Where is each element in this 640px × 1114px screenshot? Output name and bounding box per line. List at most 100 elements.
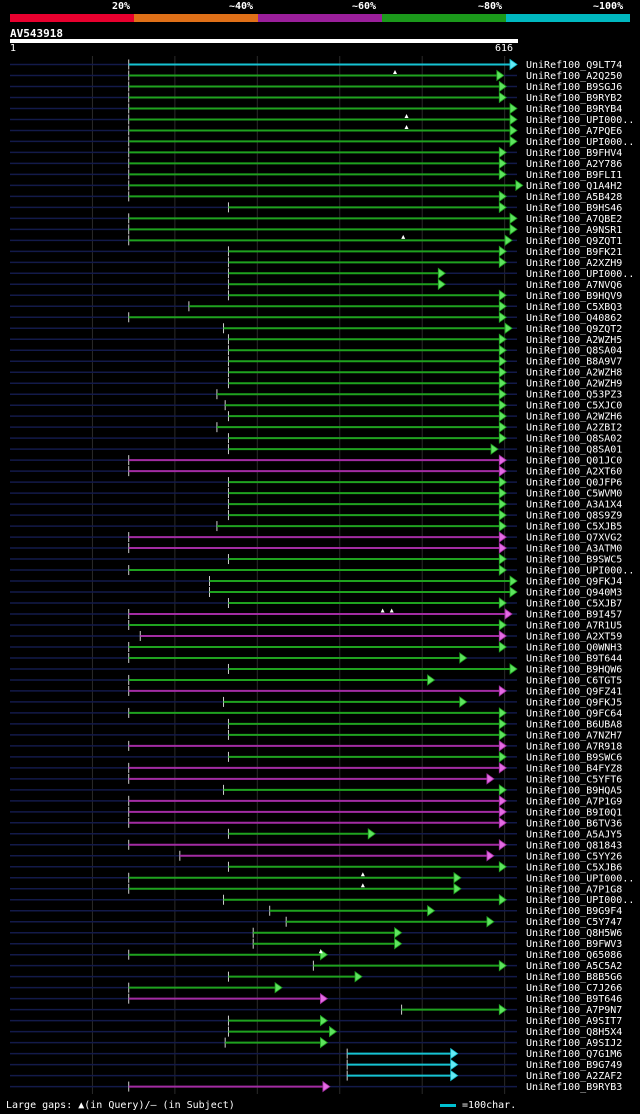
- hit-row: UniRef100_A7R918: [10, 740, 622, 752]
- hit-row: UniRef100_A7P1G9: [10, 795, 622, 807]
- hit-row: UniRef100_B9FHV4: [10, 146, 622, 159]
- hit-arrow: [509, 663, 518, 675]
- hit-label: UniRef100_Q9ZQT1: [526, 236, 622, 247]
- hit-label: UniRef100_A7P9N7: [526, 1005, 622, 1016]
- hit-label: UniRef100_A7R918: [526, 741, 622, 752]
- hit-arrow: [509, 113, 518, 126]
- hit-row: UniRef100_B9RYB4: [10, 102, 622, 115]
- hit-label: UniRef100_UPI000..: [526, 137, 634, 148]
- legend-band: [134, 14, 258, 22]
- hit-row: UniRef100_A5B428: [10, 190, 622, 203]
- hit-arrow: [354, 970, 363, 983]
- hit-arrow: [498, 333, 507, 346]
- hit-row: UniRef100_A2XT60: [10, 465, 622, 478]
- gap-marker: [360, 872, 365, 877]
- hit-label: UniRef100_B9RYB3: [526, 1082, 622, 1093]
- hit-label: UniRef100_A7PQE6: [526, 126, 622, 137]
- hit-label: UniRef100_Q9LT74: [526, 60, 622, 71]
- hit-label: UniRef100_C5YFT6: [526, 774, 622, 785]
- hit-row: UniRef100_A7QBE2: [10, 212, 622, 225]
- query-end-label: 616: [495, 43, 514, 54]
- hit-row: UniRef100_A2Y786: [10, 157, 622, 170]
- hit-label: UniRef100_C5XJB5: [526, 522, 622, 533]
- hit-row: UniRef100_A5C5A2: [10, 959, 622, 972]
- hit-row: UniRef100_C5YY26: [10, 850, 622, 862]
- hit-label: UniRef100_A9NSR1: [526, 225, 622, 236]
- hit-arrow: [504, 234, 513, 247]
- hit-label: UniRef100_B9FWV3: [526, 939, 622, 950]
- hit-row: UniRef100_A2WZH8: [10, 366, 622, 379]
- hit-arrow: [498, 146, 507, 159]
- hit-arrow: [509, 102, 518, 115]
- hit-arrow: [498, 959, 507, 972]
- hit-row: UniRef100_Q1A4H2: [10, 179, 622, 192]
- hit-row: UniRef100_C7J266: [10, 981, 622, 994]
- hit-row: UniRef100_B9SWC5: [10, 553, 622, 566]
- hit-arrow: [498, 839, 507, 851]
- hit-label: UniRef100_B9I0Q1: [526, 807, 622, 818]
- hit-label: UniRef100_A5C5A2: [526, 961, 622, 972]
- hit-row: UniRef100_UPI000..: [10, 564, 634, 577]
- hit-arrow: [498, 201, 507, 214]
- hit-row: UniRef100_A3A1X4: [10, 498, 622, 511]
- hit-row: UniRef100_Q0WNH3: [10, 641, 622, 653]
- hit-arrow: [427, 904, 436, 917]
- hit-label: UniRef100_A7P1G8: [526, 884, 622, 895]
- hit-row: UniRef100_B6TV36: [10, 817, 622, 829]
- hit-row: UniRef100_Q8SA02: [10, 432, 622, 445]
- hit-arrow: [459, 652, 468, 664]
- hit-arrow: [498, 476, 507, 488]
- hit-label: UniRef100_B9SWC5: [526, 555, 622, 566]
- hit-arrow: [498, 289, 507, 302]
- hit-label: UniRef100_B9G749: [526, 1060, 622, 1071]
- hit-row: UniRef100_B8B5G6: [10, 970, 622, 983]
- hit-row: UniRef100_Q40862: [10, 311, 622, 324]
- hit-arrow: [498, 597, 507, 609]
- hit-label: UniRef100_Q8H5X4: [526, 1027, 622, 1038]
- hit-arrow: [459, 696, 468, 708]
- hit-label: UniRef100_B9FLI1: [526, 170, 622, 181]
- hit-arrow: [498, 806, 507, 818]
- hit-arrow: [498, 245, 507, 258]
- hit-arrow: [394, 926, 403, 939]
- hit-label: UniRef100_C5XJB6: [526, 862, 622, 873]
- hit-row: UniRef100_A5AJY5: [10, 828, 622, 840]
- hit-arrow: [498, 344, 507, 357]
- hit-row: UniRef100_Q940M3: [10, 586, 622, 599]
- hit-arrow: [319, 1014, 329, 1027]
- hit-arrow: [450, 1069, 459, 1082]
- hit-arrow: [498, 718, 507, 730]
- hit-label: UniRef100_A2WZH6: [526, 412, 622, 423]
- hit-arrow: [453, 882, 462, 895]
- hit-label: UniRef100_Q0JFP6: [526, 478, 622, 489]
- hit-arrow: [498, 377, 507, 389]
- hit-label: UniRef100_Q940M3: [526, 588, 622, 599]
- legend-band: [506, 14, 630, 22]
- hit-arrow: [498, 509, 507, 521]
- hit-label: UniRef100_Q9FZ41: [526, 686, 622, 697]
- hit-arrow: [498, 410, 507, 422]
- hit-arrow: [498, 421, 507, 433]
- hit-row: UniRef100_A2ZAF2: [10, 1069, 622, 1082]
- hit-row: UniRef100_B9FK21: [10, 245, 622, 258]
- hit-arrow: [427, 674, 436, 686]
- hit-row: UniRef100_Q8S9Z9: [10, 509, 622, 522]
- hit-arrow: [319, 992, 329, 1005]
- scale-bar: [440, 1103, 456, 1107]
- hit-arrow: [498, 256, 507, 269]
- hit-arrow: [498, 399, 507, 411]
- hit-row: UniRef100_B9FLI1: [10, 168, 622, 181]
- hit-label: UniRef100_B9FK21: [526, 247, 622, 258]
- hit-row: UniRef100_Q8SA04: [10, 344, 622, 357]
- hit-arrow: [509, 124, 518, 137]
- hit-row: UniRef100_C5XJB6: [10, 860, 622, 873]
- hit-row: UniRef100_UPI000..: [10, 267, 634, 280]
- hit-label: UniRef100_B9RYB4: [526, 104, 622, 115]
- hit-row: UniRef100_Q65086: [10, 948, 622, 961]
- hit-label: UniRef100_Q9ZQT2: [526, 324, 622, 335]
- hit-arrow: [498, 311, 507, 324]
- hit-label: UniRef100_Q7XVG2: [526, 533, 622, 544]
- hit-arrow: [509, 575, 518, 587]
- hit-label: UniRef100_A2WZH9: [526, 379, 622, 390]
- hit-row: UniRef100_B9RYB2: [10, 91, 622, 104]
